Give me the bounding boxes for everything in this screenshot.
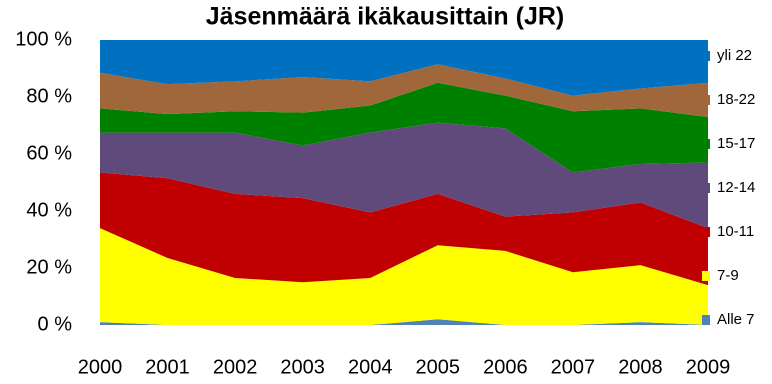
legend-swatch <box>702 227 710 237</box>
y-tick-label: 20 % <box>26 256 72 278</box>
legend-label: 15-17 <box>717 135 755 152</box>
legend-swatch <box>702 139 710 149</box>
legend-label: yli 22 <box>717 47 752 64</box>
chart-title: Jäsenmäärä ikäkausittain (JR) <box>206 3 565 31</box>
x-tick-label: 2003 <box>280 356 325 378</box>
y-tick-label: 40 % <box>26 199 72 221</box>
legend-label: 12-14 <box>717 179 755 196</box>
x-tick-label: 2002 <box>213 356 258 378</box>
area <box>100 82 708 173</box>
x-tick-label: 2004 <box>348 356 393 378</box>
x-tick-label: 2000 <box>78 356 123 378</box>
legend-label: 7-9 <box>717 267 739 284</box>
legend-label: 10-11 <box>717 223 754 240</box>
legend-swatch <box>702 271 710 281</box>
area <box>100 122 708 229</box>
x-tick-label: 2008 <box>618 356 663 378</box>
x-tick-label: 2006 <box>483 356 528 378</box>
legend-swatch <box>702 95 710 105</box>
x-tick-label: 2007 <box>551 356 596 378</box>
area <box>100 40 708 96</box>
x-tick-label: 2009 <box>686 356 731 378</box>
legend-swatch <box>702 315 710 325</box>
legend-label: 18-22 <box>717 91 755 108</box>
area <box>100 172 708 286</box>
legend-swatch <box>702 183 710 193</box>
x-tick-label: 2005 <box>416 356 461 378</box>
y-tick-label: 0 % <box>38 313 73 335</box>
y-tick-label: 100 % <box>15 28 72 50</box>
area <box>100 64 708 117</box>
legend-swatch <box>702 51 710 61</box>
legend-label: Alle 7 <box>717 311 755 328</box>
y-tick-label: 60 % <box>26 142 72 164</box>
y-tick-label: 80 % <box>26 85 72 107</box>
area <box>100 228 708 325</box>
x-tick-label: 2001 <box>145 356 190 378</box>
